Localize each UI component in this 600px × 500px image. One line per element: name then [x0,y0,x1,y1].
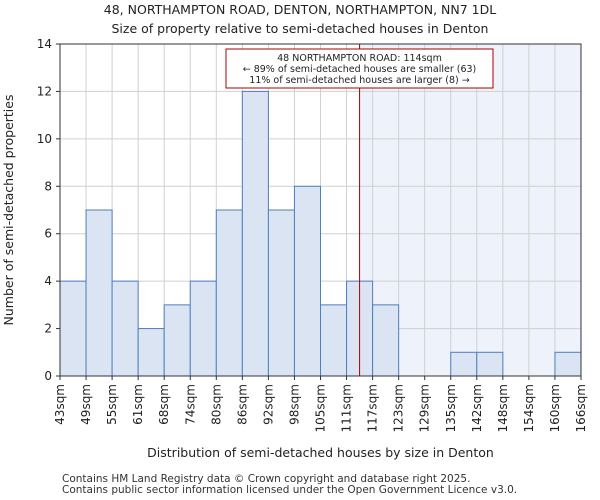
bar-55sqm [111,280,139,377]
annotation-frame [225,48,494,89]
bar-43sqm [59,280,87,377]
x-tick-label: 43sqm [53,384,67,425]
y-tick-label: 8 [44,179,52,193]
y-axis-label: Number of semi-detached properties [1,95,16,326]
y-tick-label: 4 [44,274,52,288]
footer-licence: Contains public sector information licen… [62,484,518,496]
x-tick-label: 166sqm [574,384,588,432]
x-tick-label: 105sqm [314,384,328,432]
x-tick-label: 142sqm [470,384,484,432]
x-tick-label: 111sqm [340,384,354,432]
x-tick-label: 68sqm [157,384,171,425]
bar-49sqm [85,209,113,377]
x-tick-label: 129sqm [418,384,432,432]
x-tick-label: 55sqm [105,384,119,425]
bar-61sqm [137,328,165,377]
y-tick-label: 6 [44,227,52,241]
x-tick-label: 117sqm [366,384,380,432]
x-ticks: 43sqm 49sqm 55sqm 61sqm 68sqm 74sqm 80sqm 86sqm… [53,376,588,432]
x-tick-label: 98sqm [287,384,301,425]
annotation-line-1: 48 NORTHAMPTON ROAD: 114sqm [277,53,442,64]
chart-title-address: 48, NORTHAMPTON ROAD, DENTON, NORTHAMPTO… [103,2,497,17]
y-tick-label: 10 [37,132,52,146]
x-tick-label: 86sqm [235,384,249,425]
y-tick-label: 2 [44,322,52,336]
bar-86sqm [241,90,269,377]
x-tick-label: 154sqm [522,384,536,432]
annotation-line-3: 11% of semi-detached houses are larger (… [249,75,469,86]
y-ticks: 0 2 4 6 8 10 12 14 [37,37,60,383]
bars [59,90,582,377]
x-tick-label: 135sqm [444,384,458,432]
y-tick-label: 12 [37,84,52,98]
chart-title-subtitle: Size of property relative to semi-detach… [111,21,489,36]
bar-80sqm [215,209,243,377]
x-tick-label: 74sqm [183,384,197,425]
x-tick-label: 61sqm [131,384,145,425]
bar-74sqm [189,280,217,377]
bar-135sqm [450,351,478,377]
y-tick-label: 14 [37,37,52,51]
bar-105sqm [320,304,348,377]
x-tick-label: 160sqm [548,384,562,432]
bar-142sqm [476,351,504,377]
footer-copyright: Contains HM Land Registry data © Crown c… [62,473,471,485]
x-tick-label: 148sqm [496,384,510,432]
bar-68sqm [163,304,191,377]
x-tick-label: 123sqm [392,384,406,432]
bar-117sqm [372,304,400,377]
annotation-line-2: ← 89% of semi-detached houses are smalle… [243,64,477,75]
x-axis-label: Distribution of semi-detached houses by … [147,445,494,460]
y-tick-label: 0 [44,369,52,383]
bar-160sqm [554,351,582,377]
x-tick-label: 49sqm [79,384,93,425]
bar-92sqm [267,209,295,377]
bar-98sqm [293,185,322,377]
x-tick-label: 80sqm [209,384,223,425]
x-tick-label: 92sqm [261,384,275,425]
annotation-box: 48 NORTHAMPTON ROAD: 114sqm ← 89% of sem… [225,48,494,89]
